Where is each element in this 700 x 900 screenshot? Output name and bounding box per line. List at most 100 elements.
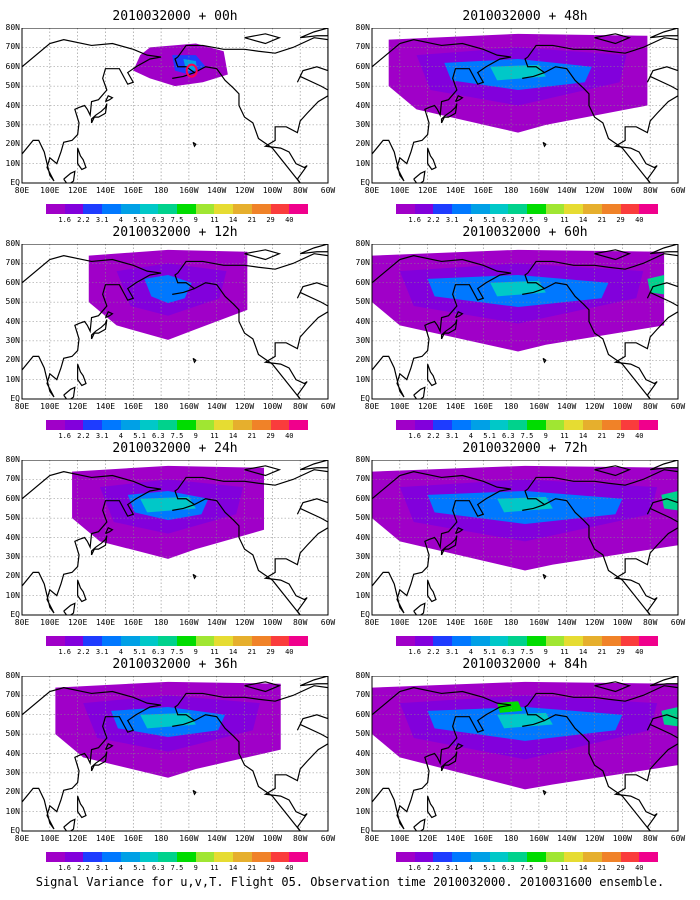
- colorbar-swatch: [64, 420, 84, 430]
- longitude-label: 100W: [612, 834, 632, 843]
- coastline: [177, 469, 328, 615]
- coastline: [413, 386, 426, 399]
- coastline: [440, 319, 458, 340]
- colorbar-swatch: [564, 852, 584, 862]
- latitude-label: 70N: [355, 258, 370, 268]
- coastline: [177, 37, 328, 183]
- longitude-labels: 80E 100E 120E 140E 160E 180 160W 140W 120W 100W 80…: [350, 186, 700, 198]
- longitude-label: 80E: [364, 618, 380, 627]
- colorbar-label: 2.2: [77, 864, 90, 872]
- colorbar-label: 14: [228, 648, 238, 656]
- colorbar-label: 1.6: [408, 432, 422, 440]
- colorbar-label: 14: [578, 648, 588, 656]
- coastline: [649, 676, 678, 687]
- colorbar-swatch: [601, 204, 621, 214]
- coastline: [63, 386, 76, 399]
- latitude-label: 10N: [5, 806, 20, 816]
- colorbar-swatch: [289, 636, 309, 646]
- coastline: [413, 170, 426, 183]
- colorbar-swatch: [545, 636, 565, 646]
- coastline: [299, 460, 328, 471]
- colorbar-label: 14: [578, 864, 588, 872]
- longitude-label: 100E: [40, 402, 60, 411]
- colorbar-swatch: [195, 852, 215, 862]
- colorbar-label: 3.1: [445, 432, 459, 440]
- longitude-label: 120E: [417, 186, 438, 195]
- latitude-label: 30N: [355, 335, 370, 345]
- latitude-label: 10N: [5, 158, 20, 168]
- colorbar-label: 2.2: [77, 648, 90, 656]
- map-frame: [371, 460, 679, 616]
- coastline: [22, 687, 162, 830]
- longitude-label: 160W: [529, 618, 549, 627]
- variance-region: [661, 707, 678, 727]
- colorbar-swatch: [177, 852, 196, 862]
- colorbar-swatch: [83, 852, 103, 862]
- colorbar-swatch: [545, 852, 565, 862]
- coastline: [527, 685, 678, 831]
- longitude-label: 140W: [207, 402, 227, 411]
- colorbar-label: 5.1: [483, 432, 496, 440]
- colorbar-swatch: [46, 852, 65, 862]
- longitude-label: 180: [153, 834, 169, 843]
- longitude-labels: 80E 100E 120E 140E 160E 180 160W 140W 120W 100W 80…: [350, 834, 700, 846]
- latitude-label: 10N: [5, 374, 20, 384]
- colorbar-swatch: [564, 204, 584, 214]
- longitude-label: 80E: [14, 618, 30, 627]
- latitude-label: 40N: [355, 316, 370, 326]
- longitude-label: 160E: [123, 618, 143, 627]
- colorbar-label: 29: [616, 648, 625, 656]
- colorbar-swatch: [470, 420, 490, 430]
- longitude-label: 180: [503, 402, 519, 411]
- longitude-label: 100W: [612, 618, 632, 627]
- coastline: [172, 719, 195, 727]
- colorbar-label: 4: [468, 648, 473, 656]
- coastline: [454, 311, 464, 319]
- longitude-label: 140W: [207, 186, 227, 195]
- longitude-label: 140E: [445, 402, 466, 411]
- latitude-label: 20N: [5, 139, 20, 149]
- longitude-label: 100W: [612, 186, 632, 195]
- latitude-label: 10N: [355, 806, 370, 816]
- coastline: [542, 789, 547, 796]
- colorbar-swatch: [527, 852, 546, 862]
- latitude-label: 60N: [5, 61, 20, 71]
- colorbar-label: 9: [543, 648, 548, 656]
- longitude-label: 120W: [234, 186, 255, 195]
- colorbar-swatch: [270, 852, 290, 862]
- colorbar-swatch: [583, 204, 602, 214]
- map-plot: [371, 460, 679, 616]
- colorbar-label: 29: [616, 216, 625, 224]
- colorbar-swatch: [489, 204, 509, 214]
- coastline: [594, 249, 632, 261]
- latitude-label: EQ: [10, 178, 20, 187]
- coastline: [440, 535, 458, 556]
- latitude-label: 20N: [355, 139, 370, 149]
- map-panel: 2010032000 + 84h 80N 70N 60N 50N 40N 30N 20N 10N…: [350, 656, 700, 876]
- latitude-label: EQ: [360, 178, 370, 187]
- map-frame: [21, 676, 329, 832]
- colorbar-swatch: [414, 204, 434, 214]
- longitude-label: 100W: [612, 402, 632, 411]
- colorbar-label: 11: [560, 432, 569, 440]
- map-frame: [371, 28, 679, 184]
- longitude-label: 80W: [642, 402, 658, 411]
- colorbar-label: 4: [468, 864, 473, 872]
- longitude-label: 160E: [473, 618, 493, 627]
- colorbar-swatch: [177, 204, 196, 214]
- latitude-label: 30N: [5, 335, 20, 345]
- latitude-label: 80N: [5, 23, 20, 32]
- colorbar-swatch: [289, 204, 309, 214]
- colorbar-swatch: [214, 420, 234, 430]
- longitude-label: 120E: [417, 834, 438, 843]
- colorbar-label: 7.5: [520, 216, 534, 224]
- latitude-label: 60N: [355, 493, 370, 503]
- colorbar-label: 21: [597, 648, 607, 656]
- coastline: [372, 471, 512, 614]
- latitude-label: 40N: [5, 316, 20, 326]
- colorbar-labels: 1.6 2.2 3.1 4 5.1 6.3 7.5 9 11 14 21 29 40: [46, 216, 308, 226]
- map-panel: 2010032000 + 72h 80N 70N 60N 50N 40N 30N 20N 10N…: [350, 440, 700, 660]
- coastline: [527, 253, 678, 399]
- latitude-label: 80N: [5, 455, 20, 464]
- latitude-label: 30N: [355, 767, 370, 777]
